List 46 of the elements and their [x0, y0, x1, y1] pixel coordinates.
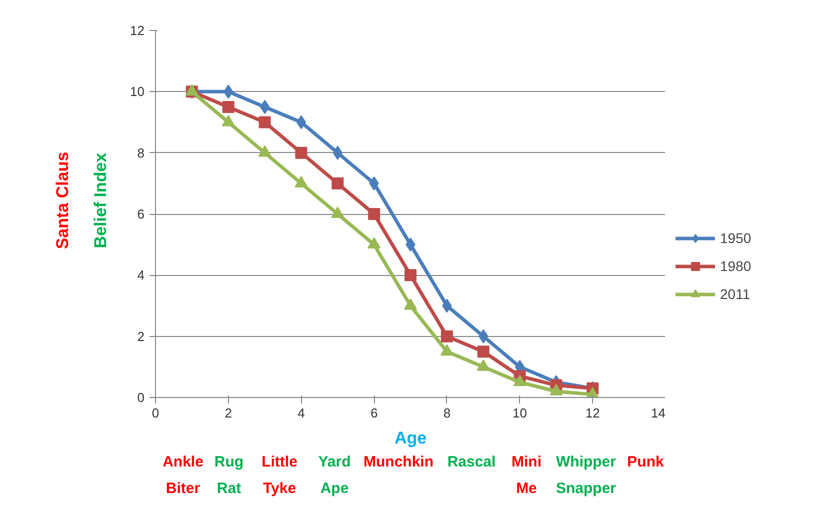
point [404, 298, 417, 310]
y-tick-label: 8 [137, 145, 145, 160]
point [550, 384, 563, 396]
x-tick-label: 8 [443, 406, 451, 420]
text: Rascal [447, 454, 496, 470]
y-tick-label: 12 [130, 23, 145, 38]
point [476, 359, 490, 371]
x-tick-label: 6 [370, 406, 378, 420]
y-tick-label: 6 [137, 206, 145, 222]
y-axis-title: Santa Claus Belief Index [53, 152, 110, 250]
point [513, 374, 526, 386]
x-axis-title: Age [394, 428, 427, 448]
point [296, 115, 306, 130]
y-tick-label: 10 [130, 84, 145, 100]
y-tick-label: 0 [137, 390, 145, 405]
text: Whipper Snapper [556, 454, 616, 497]
point [295, 146, 308, 159]
text: Mini Me [512, 454, 542, 497]
x-tick-label: 14 [651, 406, 666, 420]
x-tick-label: 4 [298, 406, 305, 420]
point [331, 206, 344, 218]
x-tick-label: 0 [152, 406, 160, 420]
text: Little Tyke [262, 454, 298, 497]
legend-label: 2011 [720, 286, 750, 302]
x-tick-label: 10 [512, 406, 528, 420]
point [260, 100, 270, 114]
x-tick-label: 2 [224, 406, 232, 420]
text: Yard Ape [318, 454, 351, 497]
point [404, 269, 416, 282]
point [440, 330, 453, 342]
point [440, 344, 454, 356]
legend-label: 1950 [720, 230, 752, 246]
point [222, 100, 234, 113]
text: Rug Rat [214, 454, 244, 497]
x-tick-label: 12 [585, 406, 600, 420]
point [368, 208, 380, 220]
y-tick-label: 2 [137, 328, 145, 344]
point [477, 346, 490, 358]
text: Punk [627, 454, 664, 470]
legend-label: 1980 [720, 258, 752, 274]
y-tick-label: 4 [137, 268, 145, 283]
text: Ankle Biter [162, 454, 204, 497]
point [258, 116, 271, 128]
point [368, 237, 381, 249]
point [332, 177, 344, 190]
text: Munchkin [364, 454, 434, 470]
